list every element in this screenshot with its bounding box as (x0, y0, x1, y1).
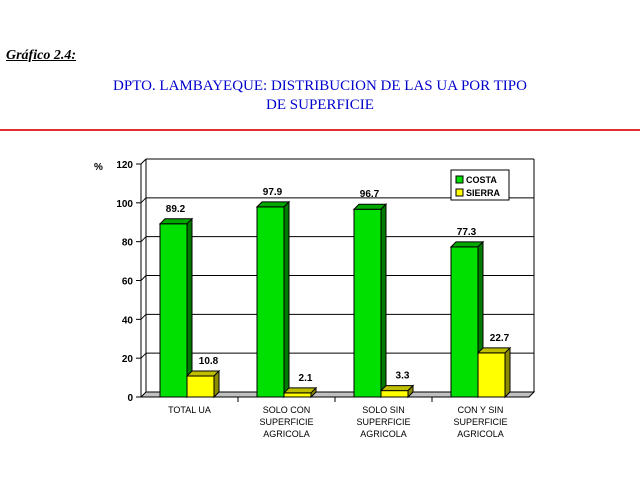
x-axis-category-label: SUPERFICIE (259, 417, 313, 427)
y-axis-tick-label: 0 (127, 393, 133, 404)
legend-swatch-sierra (455, 188, 464, 197)
gridline-depth (140, 236, 147, 243)
legend-label-sierra: SIERRA (466, 188, 501, 198)
bar-costa-front (450, 246, 479, 398)
title-divider (0, 129, 640, 131)
bar-sierra-front (186, 375, 215, 398)
bar-sierra-side (310, 386, 317, 399)
x-axis-category-label: SOLO SIN (362, 405, 405, 415)
data-label-costa: 89.2 (166, 204, 186, 215)
legend-swatch-costa (455, 175, 464, 184)
y-axis-tick-label: 80 (122, 238, 134, 249)
data-label-sierra: 22.7 (490, 333, 510, 344)
bar-costa-side (186, 217, 193, 399)
y-axis-tick-label: 20 (122, 354, 134, 365)
gridline-depth (140, 197, 147, 204)
chart-title-line-1: DPTO. LAMBAYEQUE: DISTRIBUCION DE LAS UA… (113, 78, 527, 94)
x-axis-category-label: AGRICOLA (360, 429, 407, 439)
x-axis-category-label: SUPERFICIE (453, 417, 507, 427)
bar-sierra-front (283, 392, 312, 398)
chart-title-line-2: DE SUPERFICIE (266, 97, 374, 113)
data-label-sierra: 10.8 (199, 356, 219, 367)
bar-costa-front (159, 223, 188, 398)
x-axis-category-label: AGRICOLA (263, 429, 310, 439)
bar-costa-front (256, 206, 285, 398)
bar-costa-front (353, 208, 382, 398)
x-axis-category-label: SOLO CON (263, 405, 311, 415)
x-axis-category-label: AGRICOLA (457, 429, 504, 439)
bar-costa-side (283, 200, 290, 399)
y-axis-label: % (94, 162, 103, 173)
figure-label: Gráfico 2.4: (6, 48, 76, 63)
bar-sierra-side (504, 346, 511, 399)
gridline-depth (140, 275, 147, 281)
gridline-depth (140, 352, 147, 359)
y-axis-tick-label: 120 (116, 160, 133, 171)
x-axis-category-label: CON Y SIN (458, 405, 504, 415)
data-label-sierra: 3.3 (396, 371, 410, 382)
bar-sierra-front (380, 390, 409, 398)
bar-sierra-side (213, 369, 220, 399)
bar-sierra-front (477, 352, 506, 398)
data-label-costa: 97.9 (263, 187, 283, 198)
bar-sierra-side (407, 384, 414, 399)
y-axis-tick-label: 40 (122, 315, 134, 326)
data-label-costa: 77.3 (457, 227, 477, 238)
legend-label-costa: COSTA (466, 175, 497, 185)
data-label-costa: 96.7 (360, 189, 380, 200)
x-axis-category-label: TOTAL UA (168, 405, 211, 415)
gridline-depth (140, 158, 147, 165)
bar-costa-side (380, 203, 387, 399)
y-axis-tick-label: 100 (116, 199, 133, 210)
plot-wall (141, 159, 534, 397)
gridline-depth (140, 313, 147, 320)
y-axis-tick-label: 60 (122, 277, 134, 288)
x-axis-category-label: SUPERFICIE (356, 417, 410, 427)
data-label-sierra: 2.1 (299, 373, 313, 384)
chart-title: DPTO. LAMBAYEQUE: DISTRIBUCION DE LAS UA… (0, 77, 640, 115)
